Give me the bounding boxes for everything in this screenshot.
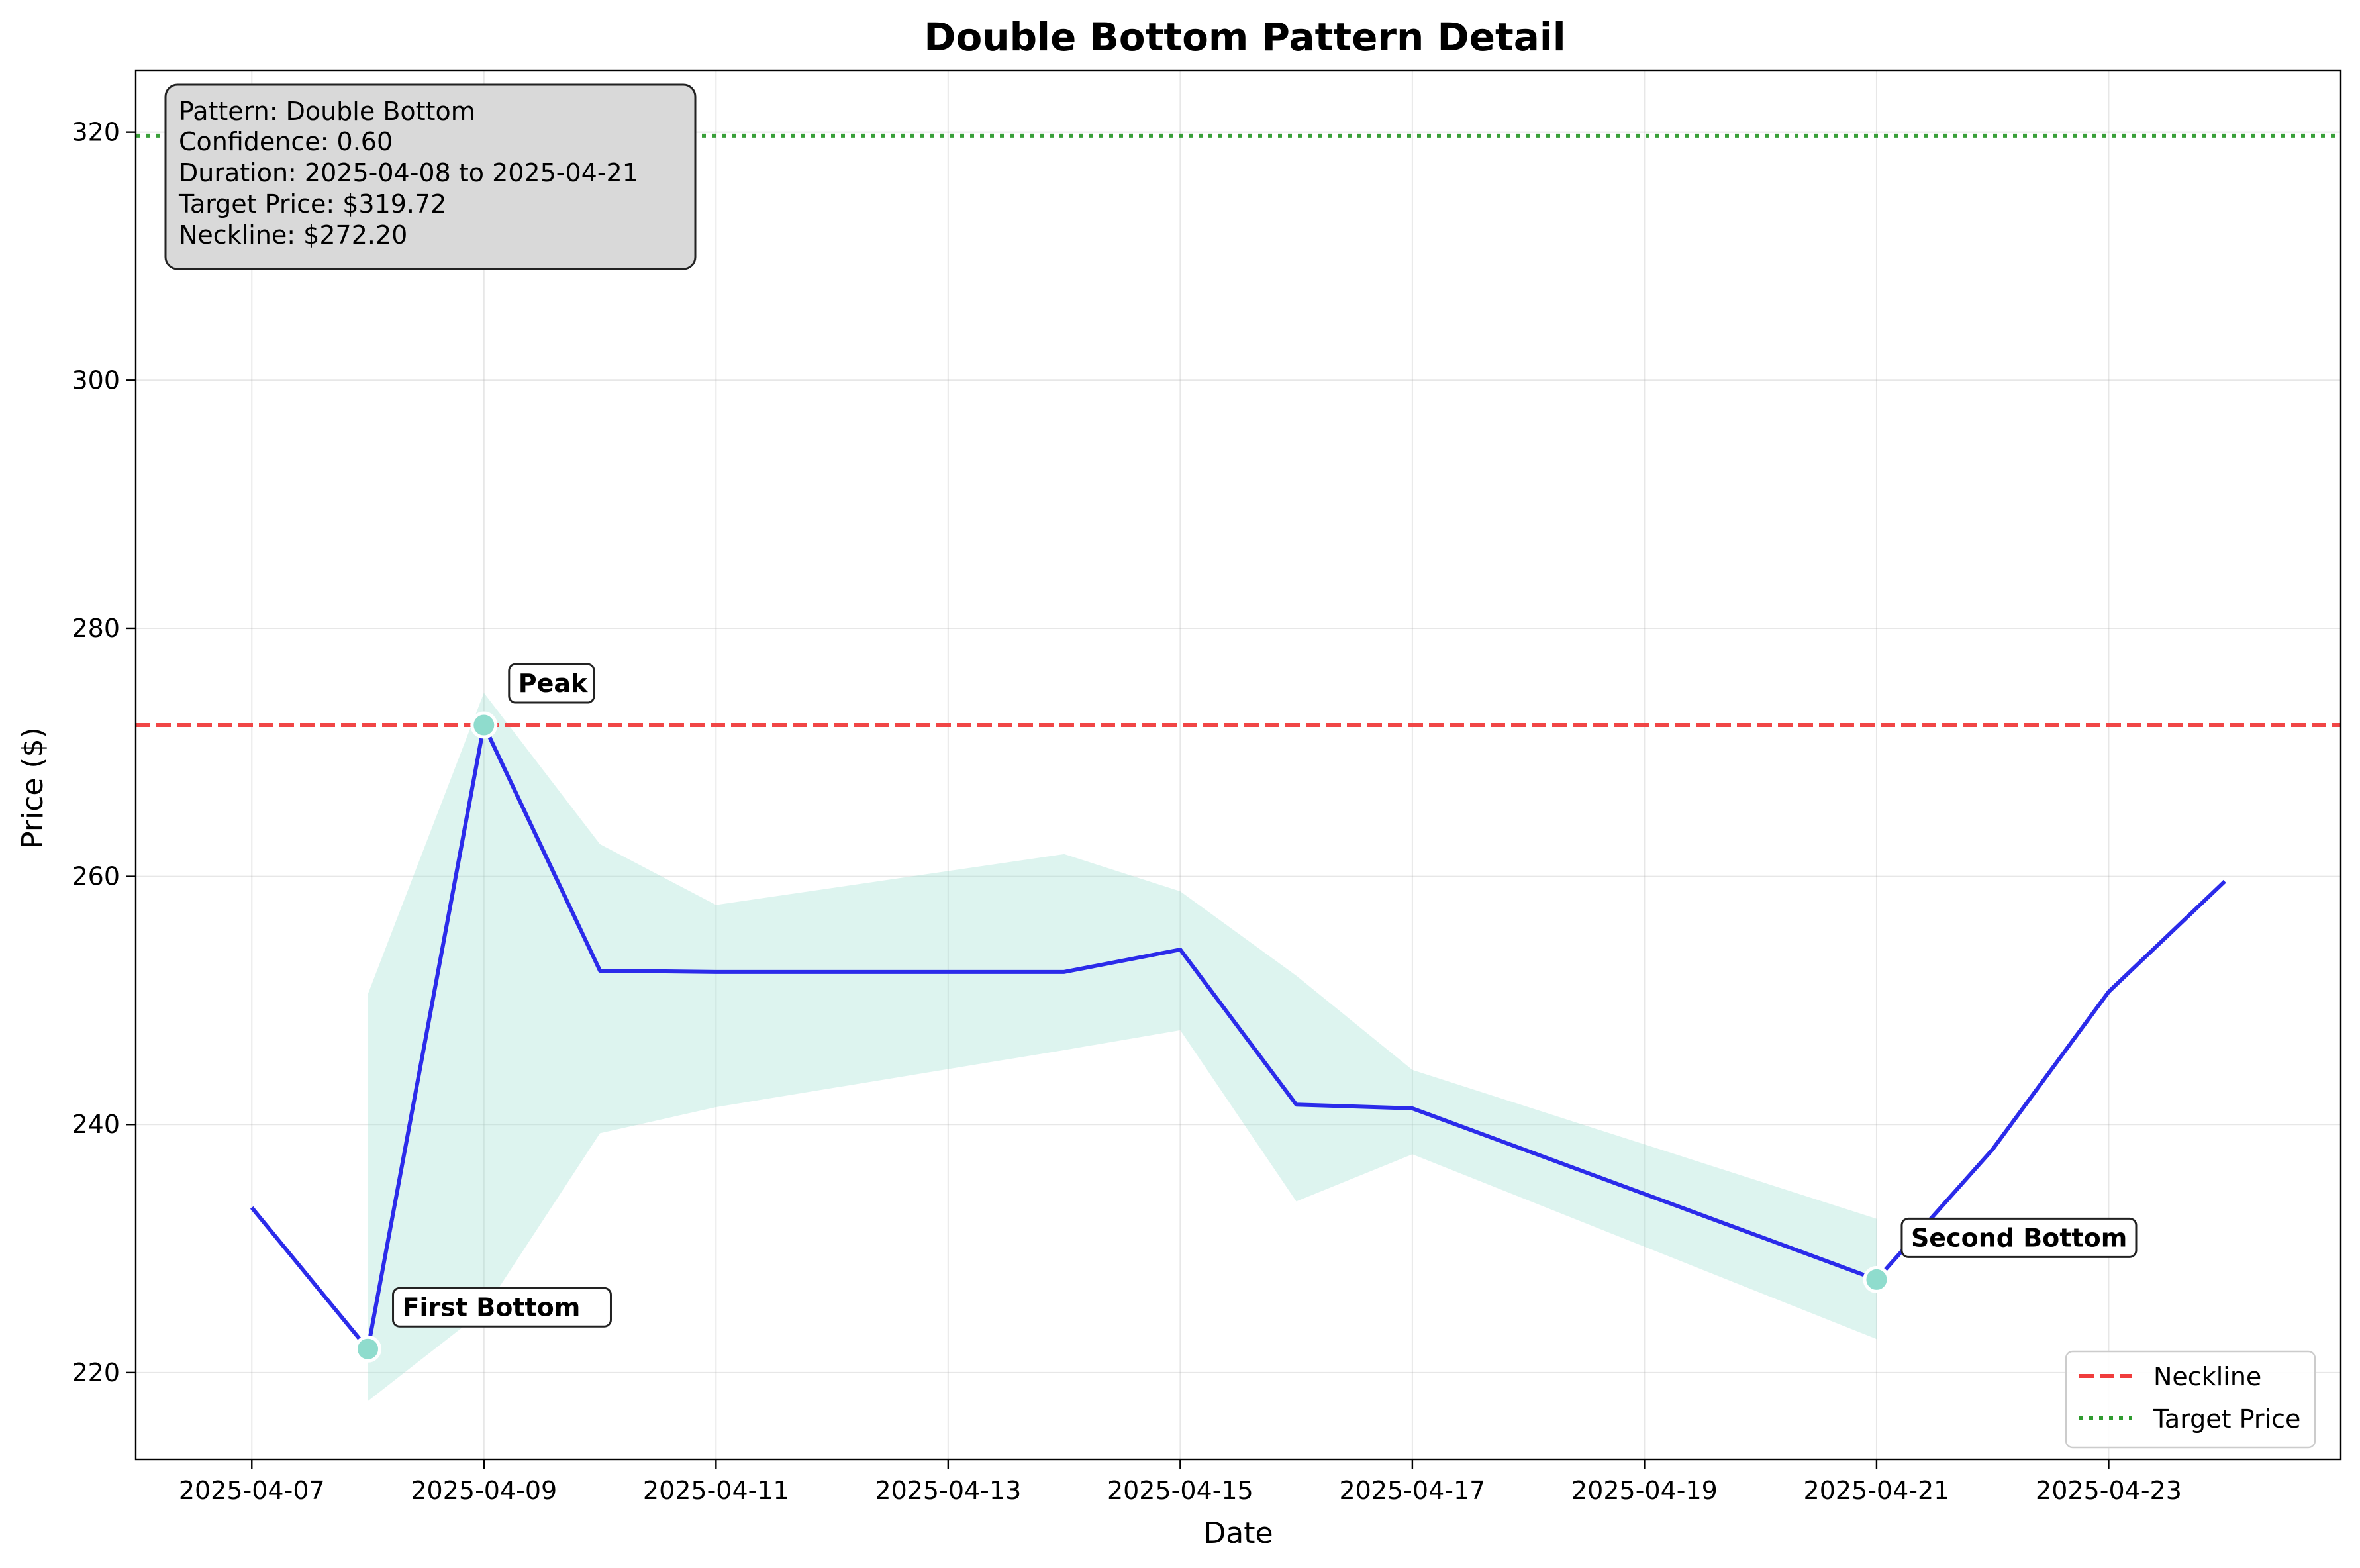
x-axis-label: Date bbox=[1203, 1516, 1273, 1550]
info-confidence: Confidence: 0.60 bbox=[179, 127, 393, 156]
legend-target-price-label: Target Price bbox=[2153, 1404, 2300, 1434]
confidence-band-layer bbox=[368, 693, 1877, 1401]
x-tick-label: 2025-04-17 bbox=[1339, 1476, 1485, 1505]
y-tick-label: 280 bbox=[72, 614, 120, 643]
y-tick-label: 300 bbox=[72, 366, 120, 395]
grid-lines bbox=[136, 70, 2341, 1459]
legend: Neckline Target Price bbox=[2065, 1350, 2316, 1449]
second-bottom-label: Second Bottom bbox=[1911, 1223, 2127, 1252]
info-box: Pattern: Double Bottom Confidence: 0.60 … bbox=[164, 83, 697, 270]
y-tick-label: 260 bbox=[72, 862, 120, 891]
y-tick-label: 240 bbox=[72, 1110, 120, 1139]
x-tick-label: 2025-04-11 bbox=[643, 1476, 789, 1505]
info-target-price: Target Price: $319.72 bbox=[178, 189, 446, 219]
x-tick-label: 2025-04-09 bbox=[411, 1476, 557, 1505]
x-tick-label: 2025-04-23 bbox=[2036, 1476, 2182, 1505]
y-tick-label: 220 bbox=[72, 1358, 120, 1387]
info-duration: Duration: 2025-04-08 to 2025-04-21 bbox=[179, 158, 638, 187]
peak-label-box bbox=[508, 663, 595, 704]
x-tick-label: 2025-04-21 bbox=[1804, 1476, 1950, 1505]
x-tick-label: 2025-04-07 bbox=[179, 1476, 325, 1505]
peak-marker bbox=[470, 711, 498, 739]
x-tick-label: 2025-04-13 bbox=[875, 1476, 1021, 1505]
y-tick-label: 320 bbox=[72, 118, 120, 147]
plot-area-frame bbox=[134, 69, 2342, 1461]
x-tick-label: 2025-04-15 bbox=[1107, 1476, 1254, 1505]
peak-label: Peak bbox=[518, 669, 588, 698]
key-point-markers-layer bbox=[354, 711, 1891, 1363]
y-axis-label: Price ($) bbox=[16, 727, 50, 849]
info-box-background bbox=[164, 83, 697, 270]
key-point-labels: First Bottom Peak Second Bottom bbox=[392, 663, 2138, 1328]
first-bottom-label-box bbox=[392, 1287, 612, 1328]
confidence-band bbox=[368, 693, 1877, 1401]
legend-neckline-label: Neckline bbox=[2153, 1362, 2261, 1391]
chart-title: Double Bottom Pattern Detail bbox=[924, 15, 1565, 60]
axis-ticks: 2025-04-07 2025-04-09 2025-04-11 2025-04-13… bbox=[72, 118, 2181, 1505]
x-tick-label: 2025-04-19 bbox=[1571, 1476, 1718, 1505]
first-bottom-marker bbox=[354, 1335, 382, 1363]
second-bottom-marker bbox=[1863, 1265, 1891, 1293]
first-bottom-label: First Bottom bbox=[403, 1293, 581, 1322]
info-neckline: Neckline: $272.20 bbox=[179, 220, 407, 250]
second-bottom-label-box bbox=[1900, 1217, 2138, 1258]
info-pattern: Pattern: Double Bottom bbox=[179, 97, 475, 126]
